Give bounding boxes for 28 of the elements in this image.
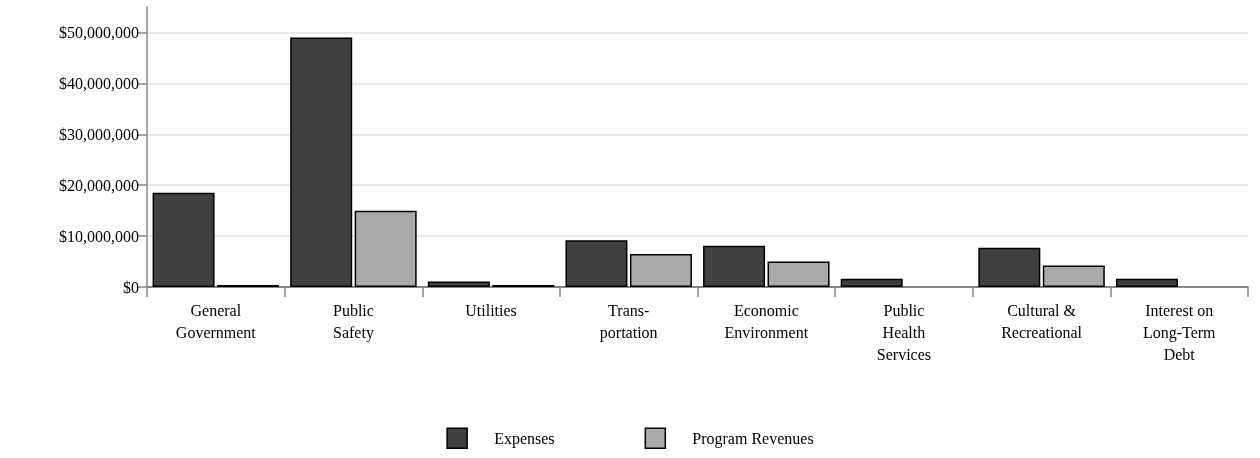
y-tick-label: $30,000,000	[59, 125, 139, 143]
bar	[840, 278, 903, 287]
bar	[565, 240, 628, 287]
bar	[152, 192, 215, 287]
x-tick-label: General Government	[175, 301, 257, 341]
x-tick-label: Cultural & Recreational	[1001, 301, 1083, 341]
x-tick-label: Interest on Long-Term Debt	[1142, 301, 1217, 363]
y-tick-label: $0	[123, 278, 139, 296]
bar	[354, 210, 417, 287]
x-tick-label: Public Health Services	[876, 301, 932, 363]
legend-label: Program Revenues	[692, 429, 814, 448]
x-tick-label: Trans- portation	[599, 301, 658, 342]
bar	[629, 253, 692, 287]
y-tick-label: $10,000,000	[59, 227, 139, 245]
x-tick-label: Utilities	[465, 301, 517, 319]
legend-label: Expenses	[494, 429, 555, 448]
bar	[703, 245, 766, 287]
bar	[978, 247, 1041, 287]
y-tick-label: $50,000,000	[59, 23, 139, 41]
y-tick-label: $20,000,000	[59, 176, 139, 194]
bar	[1115, 278, 1178, 287]
bar	[767, 261, 830, 287]
bar	[1042, 265, 1105, 287]
bar	[290, 37, 353, 287]
x-tick-label: Public Safety	[332, 301, 374, 342]
x-tick-label: Economic Environment	[724, 301, 809, 341]
bar	[427, 281, 490, 287]
y-tick-label: $40,000,000	[59, 74, 139, 92]
